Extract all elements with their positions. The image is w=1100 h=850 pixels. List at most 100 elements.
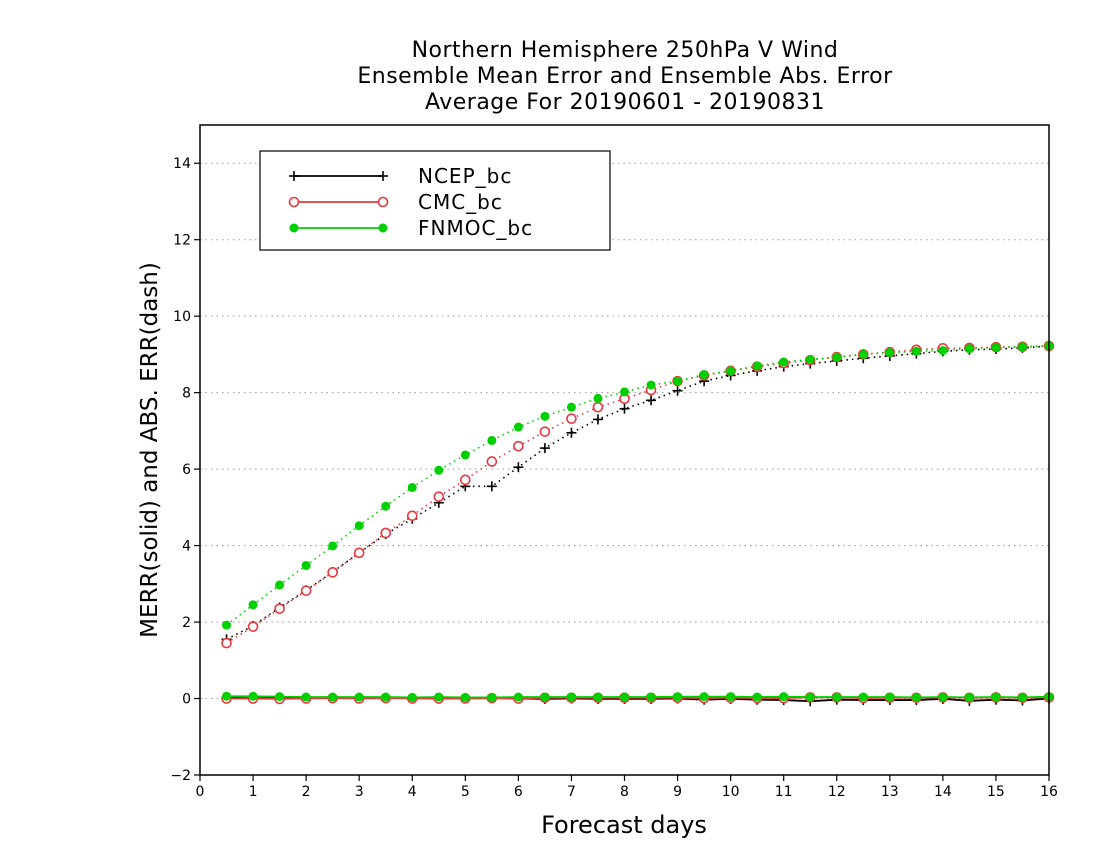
fnmoc-bc-merr-point [487, 692, 497, 702]
fnmoc-bc-abs-err-point [938, 346, 948, 356]
chart-title-line-2: Ensemble Mean Error and Ensemble Abs. Er… [357, 64, 893, 89]
cmc-bc-abs-err-point [486, 456, 498, 467]
cmc-bc-abs-err-point [433, 491, 445, 502]
legend-label-ncep-bc: NCEP_bc [418, 164, 512, 188]
cmc-bc-abs-err-point [353, 547, 365, 559]
fnmoc-bc-merr-point [964, 692, 974, 702]
legend-marker-ncep-bc [378, 171, 388, 181]
ncep-bc-abs-err-point [646, 395, 657, 406]
fnmoc-bc-abs-err-point [460, 450, 470, 460]
chart-title-line-3: Average For 20190601 - 20190831 [424, 90, 826, 115]
fnmoc-bc-abs-err-point [991, 343, 1001, 353]
x-tick-label: 3 [355, 784, 364, 800]
fnmoc-bc-merr-point [885, 692, 895, 702]
ncep-bc-abs-err-point [672, 385, 683, 396]
cmc-bc-abs-err-point [406, 510, 418, 522]
fnmoc-bc-merr-point [991, 692, 1001, 702]
x-tick-label: 12 [828, 784, 846, 800]
x-tick-label: 16 [1040, 784, 1058, 800]
x-tick-label: 4 [408, 784, 417, 800]
fnmoc-bc-merr-point [328, 692, 338, 702]
fnmoc-bc-abs-err-point [779, 357, 789, 367]
x-tick-label: 14 [934, 784, 952, 800]
fnmoc-bc-abs-err-point [911, 346, 921, 356]
ncep-bc-abs-err-line [226, 345, 1050, 640]
fnmoc-bc-abs-err-point [752, 361, 762, 371]
fnmoc-bc-merr-point [1017, 692, 1027, 702]
fnmoc-bc-abs-err-point [540, 411, 550, 421]
y-tick-label: −2 [170, 768, 191, 784]
y-tick-label: 12 [173, 233, 191, 249]
x-tick-label: 8 [620, 784, 629, 800]
x-tick-label: 2 [302, 784, 311, 800]
cmc-bc-abs-err-point [566, 413, 577, 424]
fnmoc-bc-abs-err-point [593, 393, 603, 403]
cmc-bc-abs-err-point [460, 474, 471, 486]
cmc-bc-abs-err-point [274, 603, 285, 614]
y-tick-label: 10 [173, 309, 191, 325]
fnmoc-bc-merr-point [301, 692, 311, 702]
fnmoc-bc-abs-err-point [620, 387, 629, 397]
fnmoc-bc-abs-err-point [673, 376, 683, 386]
ncep-bc-abs-err-point [592, 414, 603, 425]
fnmoc-bc-merr-point [911, 692, 921, 702]
fnmoc-bc-merr-point [805, 692, 815, 702]
fnmoc-bc-merr-point [858, 692, 868, 702]
fnmoc-bc-merr-point [275, 692, 285, 702]
legend-marker-cmc-bc [288, 196, 300, 208]
fnmoc-bc-abs-err-point [301, 560, 311, 570]
x-tick-label: 1 [249, 784, 258, 800]
fnmoc-bc-merr-point [566, 692, 576, 702]
y-tick-label: 2 [182, 615, 191, 631]
fnmoc-bc-abs-err-point [832, 352, 842, 362]
fnmoc-bc-merr-point [646, 692, 656, 702]
fnmoc-bc-abs-err-point [381, 501, 391, 511]
fnmoc-bc-abs-err-point [699, 370, 709, 380]
cmc-bc-abs-err-point [247, 621, 259, 632]
x-tick-label: 5 [461, 784, 470, 800]
cmc-bc-abs-err-point [539, 426, 551, 437]
fnmoc-bc-abs-err-point [407, 482, 417, 492]
fnmoc-bc-abs-err-point [805, 354, 815, 364]
cmc-bc-abs-err-line [226, 345, 1050, 644]
ncep-bc-abs-err-point [619, 403, 630, 414]
fnmoc-bc-abs-err-point [964, 344, 974, 354]
x-tick-label: 9 [673, 784, 682, 800]
cmc-bc-abs-err-point [513, 440, 524, 452]
legend-label-fnmoc-bc: FNMOC_bc [418, 216, 533, 240]
legend-box [259, 150, 611, 251]
fnmoc-bc-merr-point [673, 692, 683, 702]
cmc-bc-abs-err-point [221, 637, 232, 649]
fnmoc-bc-abs-err-point [222, 620, 232, 630]
x-axis-label: Forecast days [541, 811, 707, 839]
fnmoc-bc-merr-line [226, 695, 1050, 699]
cmc-bc-abs-err-point [592, 401, 604, 413]
x-tick-label: 0 [196, 784, 205, 800]
series-layer [221, 340, 1055, 707]
legend-marker-ncep-bc [289, 171, 299, 181]
x-tick-label: 10 [722, 784, 740, 800]
fnmoc-bc-merr-point [407, 692, 417, 702]
x-tick-label: 15 [987, 784, 1005, 800]
chart-title-line-1: Northern Hemisphere 250hPa V Wind [411, 38, 839, 63]
fnmoc-bc-abs-err-point [1017, 342, 1027, 352]
fnmoc-bc-merr-point [222, 691, 232, 701]
ncep-bc-abs-err-point [539, 443, 550, 454]
fnmoc-bc-merr-point [381, 692, 391, 702]
y-tick-label: 4 [182, 539, 191, 555]
cmc-bc-abs-err-point [300, 585, 312, 597]
fnmoc-bc-merr-point [832, 692, 842, 702]
fnmoc-bc-abs-err-point [885, 348, 895, 357]
fnmoc-bc-merr-point [779, 692, 789, 702]
fnmoc-bc-merr-point [726, 692, 736, 702]
fnmoc-bc-merr-point [938, 692, 948, 702]
legend-marker-fnmoc-bc [289, 223, 299, 233]
fnmoc-bc-merr-point [434, 692, 444, 702]
fnmoc-bc-merr-point [248, 691, 258, 701]
fnmoc-bc-abs-err-point [275, 580, 285, 590]
fnmoc-bc-abs-err-point [354, 521, 364, 531]
fnmoc-bc-merr-point [354, 692, 364, 702]
